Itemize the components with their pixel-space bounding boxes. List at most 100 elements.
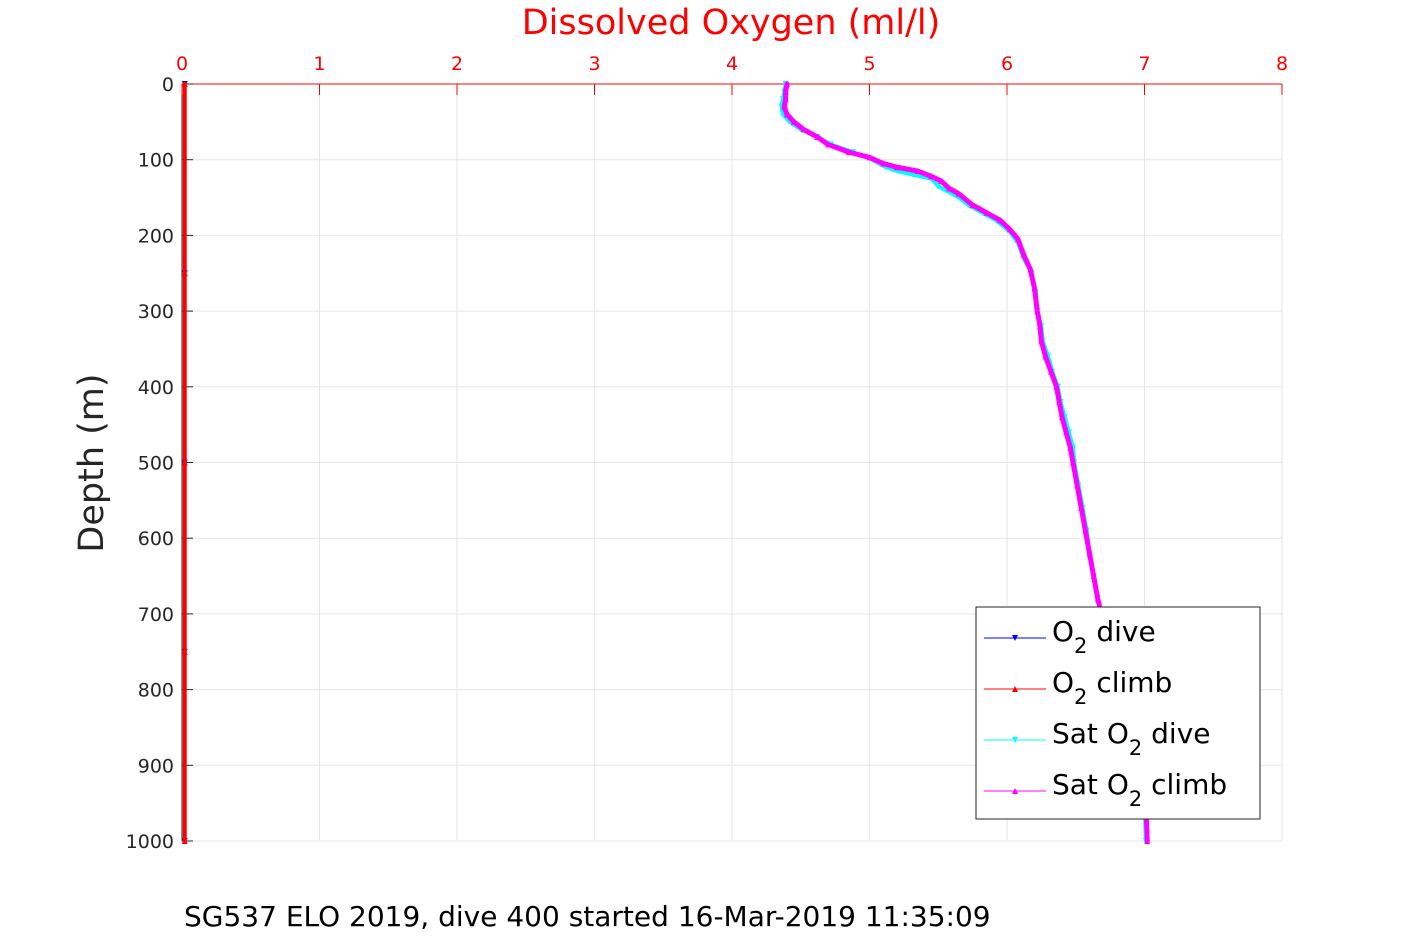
data-point bbox=[935, 183, 942, 190]
data-point bbox=[181, 81, 188, 87]
legend-box bbox=[975, 606, 1261, 820]
legend-item: O2 dive bbox=[984, 615, 1156, 658]
x-tick-label: 5 bbox=[863, 53, 875, 75]
data-point bbox=[866, 154, 873, 161]
data-point bbox=[1015, 236, 1021, 243]
legend-label-subscript: 2 bbox=[1129, 787, 1142, 811]
data-point bbox=[784, 81, 790, 87]
data-point bbox=[181, 838, 188, 844]
legend-label-base: O bbox=[1052, 666, 1074, 699]
legend-label-subscript: 2 bbox=[1129, 736, 1142, 760]
x-tick-label: 7 bbox=[1138, 53, 1150, 75]
x-tick-label: 2 bbox=[451, 53, 463, 75]
data-point bbox=[1034, 308, 1041, 315]
data-point bbox=[1031, 285, 1038, 292]
x-tick-label: 6 bbox=[1001, 53, 1013, 75]
dive-caption: SG537 ELO 2019, dive 400 started 16-Mar-… bbox=[184, 900, 991, 933]
data-point bbox=[1078, 504, 1085, 511]
y-tick-label: 200 bbox=[138, 225, 174, 247]
legend-label: Sat O2 dive bbox=[1052, 717, 1210, 760]
data-point bbox=[1063, 429, 1070, 436]
data-point bbox=[814, 133, 821, 140]
legend-marker bbox=[1012, 635, 1018, 641]
data-point bbox=[969, 202, 976, 209]
legend-item: Sat O2 dive bbox=[984, 717, 1210, 760]
y-tick-label: 800 bbox=[138, 680, 174, 702]
data-point bbox=[928, 173, 935, 180]
x-tick-label: 0 bbox=[176, 53, 188, 75]
y-tick-label: 0 bbox=[162, 74, 174, 96]
data-point bbox=[782, 88, 789, 95]
x-axis-title: Dissolved Oxygen (ml/l) bbox=[522, 3, 941, 43]
data-point bbox=[782, 96, 789, 103]
data-point bbox=[1038, 338, 1045, 345]
y-tick-label: 1000 bbox=[126, 831, 174, 853]
legend-label-base: O bbox=[1107, 768, 1129, 801]
x-tick-label: 1 bbox=[313, 53, 325, 75]
legend-item: O2 climb bbox=[984, 666, 1172, 709]
data-point bbox=[1042, 353, 1049, 360]
data-point bbox=[1020, 251, 1027, 258]
data-point bbox=[181, 459, 188, 466]
data-point bbox=[1006, 226, 1013, 233]
legend-item: Sat O2 climb bbox=[984, 768, 1227, 811]
y-tick-label: 100 bbox=[138, 150, 174, 172]
series-o2-climb bbox=[181, 81, 188, 844]
legend-label-base: O bbox=[1107, 717, 1129, 750]
data-point bbox=[1082, 527, 1089, 534]
data-point bbox=[790, 118, 797, 125]
data-point bbox=[1053, 383, 1060, 390]
data-point bbox=[825, 141, 832, 148]
data-point bbox=[181, 270, 188, 277]
y-tick-label: 300 bbox=[138, 301, 174, 323]
y-tick-label: 600 bbox=[138, 528, 174, 550]
legend-marker bbox=[1012, 686, 1018, 692]
legend-label: O2 dive bbox=[1052, 615, 1156, 658]
legend-marker bbox=[1012, 788, 1018, 794]
data-point bbox=[938, 177, 944, 184]
data-point bbox=[1074, 482, 1081, 489]
data-point bbox=[1070, 459, 1076, 466]
axes: 0 1 2 3 4 5 6 7 8 0 100 200 300 400 500 600 700 800 900 100… bbox=[126, 53, 1288, 853]
legend-label: Sat O2 climb bbox=[1052, 768, 1227, 811]
legend-label: O2 climb bbox=[1052, 666, 1172, 709]
data-point bbox=[997, 217, 1004, 224]
data-point bbox=[1086, 550, 1093, 557]
x-tick-label: 4 bbox=[726, 53, 738, 75]
x-tick-label: 3 bbox=[588, 53, 600, 75]
data-point bbox=[845, 149, 852, 156]
x-tick-label: 8 bbox=[1276, 53, 1288, 75]
y-axis-title: Depth (m) bbox=[72, 373, 112, 552]
legend-label-suffix: dive bbox=[1087, 615, 1155, 648]
legend-label-subscript: 2 bbox=[1074, 685, 1087, 709]
y-tick-label: 500 bbox=[138, 453, 174, 475]
legend-label-subscript: 2 bbox=[1074, 634, 1087, 658]
legend-label-suffix: climb bbox=[1142, 768, 1227, 801]
data-point bbox=[1056, 398, 1063, 405]
data-point bbox=[983, 209, 990, 216]
data-point bbox=[1027, 266, 1034, 273]
y-tick-label: 700 bbox=[138, 604, 174, 626]
data-point bbox=[784, 111, 790, 118]
data-point bbox=[880, 160, 887, 167]
data-point bbox=[1094, 595, 1101, 602]
data-point bbox=[1144, 838, 1151, 844]
y-tick-label: 900 bbox=[138, 755, 174, 777]
legend-label-suffix: climb bbox=[1087, 666, 1172, 699]
data-point bbox=[1059, 414, 1065, 421]
legend-label-base: O bbox=[1052, 615, 1074, 648]
legend-label-suffix: dive bbox=[1142, 717, 1210, 750]
y-tick-label: 400 bbox=[138, 377, 174, 399]
data-point bbox=[800, 126, 807, 133]
legend-label-prefix: Sat bbox=[1052, 768, 1107, 801]
data-point bbox=[946, 185, 953, 192]
data-point bbox=[181, 648, 188, 655]
legend-marker bbox=[1012, 737, 1018, 743]
legend-label-prefix: Sat bbox=[1052, 717, 1107, 750]
data-point bbox=[781, 103, 788, 110]
data-point bbox=[1067, 444, 1074, 451]
data-point bbox=[1090, 573, 1097, 580]
